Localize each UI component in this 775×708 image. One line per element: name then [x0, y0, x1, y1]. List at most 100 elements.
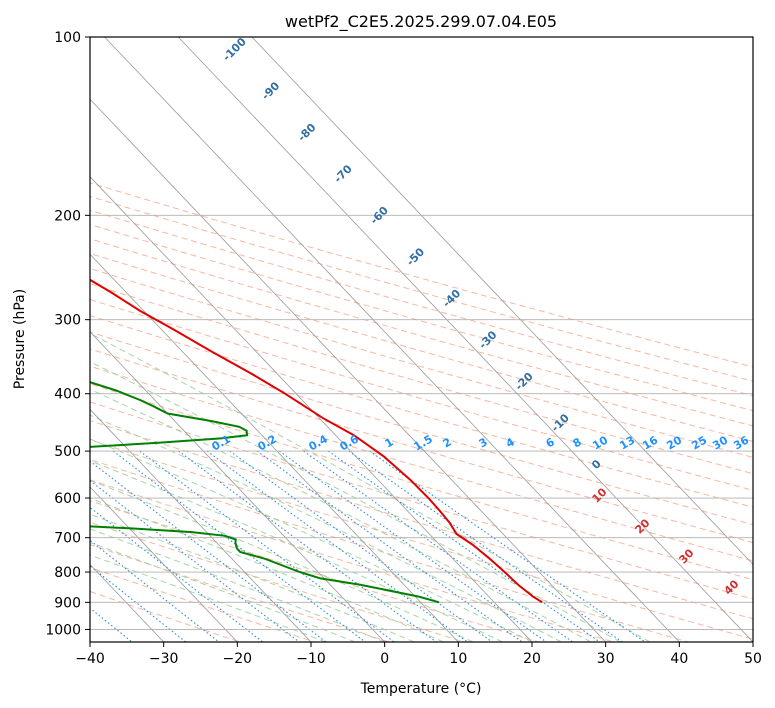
y-tick-label: 800: [54, 565, 81, 581]
dry-adiabat: [90, 401, 753, 600]
mixing-ratio-label: 20: [664, 433, 684, 452]
mixing-ratio-label: 25: [689, 434, 709, 453]
moist-adiabat: [90, 497, 444, 642]
plot-frame: [89, 36, 754, 643]
mixing-ratio-line: [90, 460, 327, 642]
mixing-ratio-label: 1.5: [412, 432, 435, 453]
dewpoint-profile-line: [90, 381, 440, 604]
x-tick-label: 0: [380, 651, 389, 667]
moist-adiabat: [90, 388, 592, 642]
moist-adiabat-label: -50: [404, 245, 427, 268]
dry-adiabat: [90, 420, 753, 620]
isotherm: [90, 98, 606, 642]
dry-adiabat: [90, 252, 753, 442]
moist-adiabat: [90, 414, 562, 642]
dry-adiabat: [90, 479, 614, 642]
dry-adiabat: [90, 544, 390, 642]
mixing-ratio-label: 0.6: [338, 432, 362, 453]
dry-adiabat: [90, 331, 753, 526]
x-tick-label: −30: [149, 651, 179, 667]
mixing-ratio-label: 0.1: [210, 432, 233, 453]
dry-adiabat: [90, 195, 753, 382]
dry-adiabat: [90, 238, 753, 427]
y-tick-label: 200: [54, 208, 81, 224]
mixing-ratio-line: [90, 539, 220, 642]
dry-adiabat: [90, 383, 753, 581]
mixing-ratio-line: [327, 450, 601, 642]
mixing-ratio-line: [206, 450, 468, 642]
x-tick-label: 20: [523, 651, 541, 667]
dry-adiabat: [90, 590, 241, 642]
dry-adiabat: [90, 223, 753, 412]
moist-adiabat-label: -80: [295, 121, 318, 144]
mixing-ratio-line: [178, 450, 437, 642]
moist-adiabat-label: -100: [220, 35, 249, 64]
mixing-ratio-label: 4: [504, 435, 517, 450]
moist-adiabat: [90, 460, 503, 642]
x-tick-label: 50: [744, 651, 762, 667]
isotherm: [90, 253, 459, 642]
dry-adiabat: [90, 365, 753, 562]
mixing-ratio-label: 10: [590, 433, 610, 452]
moist-adiabat: [90, 332, 651, 642]
moist-adiabat-label: -90: [259, 79, 282, 102]
mixing-ratio-line: [303, 450, 574, 642]
isotherm: [90, 486, 238, 642]
mixing-ratio-label: 36: [731, 433, 751, 452]
y-axis-title: Pressure (hPa): [12, 289, 28, 389]
moist-adiabat: [90, 479, 474, 642]
y-tick-label: 700: [54, 531, 81, 547]
isotherm: [251, 37, 753, 566]
y-tick-label: 100: [54, 30, 81, 46]
dry-adiabat-label: 30: [677, 546, 697, 566]
mixing-ratio-label: 30: [710, 433, 730, 452]
y-tick-label: 300: [54, 313, 81, 329]
isotherm: [90, 331, 385, 642]
mixing-ratio-line: [256, 450, 523, 642]
x-tick-label: −40: [75, 651, 105, 667]
y-tick-label: 500: [54, 444, 81, 460]
mixing-ratio-line: [90, 479, 300, 642]
mixing-ratio-label: 13: [617, 434, 637, 453]
dry-adiabat: [90, 521, 465, 642]
moist-adiabat: [90, 554, 326, 642]
mixing-ratio-line: [90, 565, 187, 642]
x-tick-label: 30: [597, 651, 615, 667]
dry-adiabat: [90, 439, 753, 640]
mixing-ratio-line: [139, 450, 395, 642]
moist-adiabat-label: -30: [476, 328, 499, 351]
moist-adiabat: [90, 438, 533, 642]
moist-adiabat: [90, 528, 385, 642]
isotherm: [90, 408, 312, 642]
dry-adiabat: [90, 267, 753, 458]
dry-adiabat: [90, 500, 539, 642]
moist-adiabat: [90, 361, 621, 642]
mixing-ratio-label: 3: [477, 435, 490, 450]
dry-adiabat: [90, 283, 753, 475]
isotherm: [90, 176, 533, 642]
mixing-ratio-label: 0.2: [256, 432, 279, 453]
moist-adiabat-label: -70: [332, 162, 355, 185]
mixing-ratio-label: 8: [571, 435, 584, 450]
x-tick-label: 40: [670, 651, 688, 667]
isotherm: [177, 37, 753, 642]
moist-adiabat-label: -20: [513, 370, 536, 393]
y-tick-label: 1000: [45, 622, 81, 638]
y-tick-label: 400: [54, 387, 81, 403]
y-tick-label: 600: [54, 491, 81, 507]
moist-adiabat-label: -60: [368, 204, 391, 227]
x-axis-title: Temperature (°C): [360, 681, 482, 697]
x-tick-label: −20: [223, 651, 253, 667]
dry-adiabat: [90, 182, 753, 368]
dry-adiabat: [90, 299, 753, 491]
mixing-ratio-line: [112, 450, 366, 642]
moist-adiabat-label: -40: [440, 287, 463, 310]
moist-adiabat-label: 0: [589, 457, 604, 472]
temperature-profile-line: [90, 278, 543, 604]
isotherm: [104, 37, 680, 642]
dry-adiabat: [90, 209, 753, 397]
mixing-ratio-label: 1: [383, 435, 396, 450]
mixing-ratio-line: [90, 607, 133, 642]
mixing-ratio-label: 6: [544, 435, 557, 450]
